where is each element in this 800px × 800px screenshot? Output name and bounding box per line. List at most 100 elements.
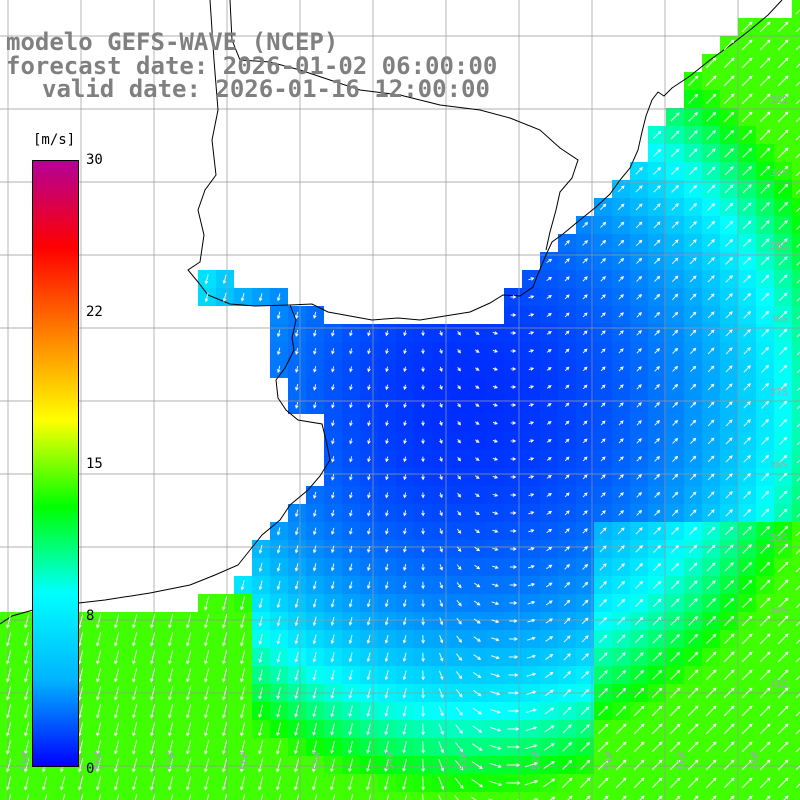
wind-arrow <box>421 617 425 626</box>
wind-arrow <box>652 130 662 140</box>
wind-arrow <box>222 274 227 285</box>
wind-cell <box>432 792 450 800</box>
wind-arrow <box>296 794 300 800</box>
wind-arrow <box>526 654 536 659</box>
wind-arrow <box>654 473 661 480</box>
wind-arrow <box>510 475 517 479</box>
wind-arrow <box>635 598 644 607</box>
wind-arrow <box>96 650 102 665</box>
wind-arrow <box>385 420 389 427</box>
wind-arrow <box>349 545 353 554</box>
wind-arrow <box>457 366 461 372</box>
wind-arrow <box>492 385 498 389</box>
wind-arrow <box>670 580 680 590</box>
wind-arrow <box>456 635 462 643</box>
wind-arrow <box>240 580 245 591</box>
wind-arrow <box>6 668 12 683</box>
wind-arrow <box>599 598 608 607</box>
wind-arrow <box>240 722 246 737</box>
wind-arrow <box>705 741 717 753</box>
wind-arrow <box>330 705 335 718</box>
wind-arrow <box>438 759 445 772</box>
wind-arrow <box>706 562 716 572</box>
wind-arrow <box>723 57 735 69</box>
colorbar <box>32 160 79 767</box>
wind-arrow <box>276 740 282 755</box>
wind-arrow <box>633 705 645 717</box>
wind-arrow <box>260 794 264 800</box>
wind-arrow <box>672 455 679 462</box>
wind-arrow <box>653 185 661 193</box>
wind-arrow <box>528 511 535 515</box>
wind-arrow <box>760 274 770 284</box>
wind-arrow <box>276 293 281 302</box>
wind-arrow <box>672 347 679 354</box>
wind-arrow <box>294 598 299 609</box>
wind-arrow <box>222 758 228 773</box>
wind-arrow <box>367 527 371 535</box>
wind-arrow <box>421 758 426 773</box>
wind-arrow <box>616 687 627 698</box>
wind-arrow <box>615 777 627 789</box>
wind-arrow <box>741 669 753 681</box>
wind-arrow <box>314 794 318 800</box>
wind-arrow <box>563 635 571 643</box>
wind-arrow <box>472 707 482 715</box>
wind-arrow <box>492 493 499 497</box>
wind-arrow <box>705 759 717 771</box>
wind-arrow <box>258 651 263 664</box>
wind-arrow <box>295 365 299 373</box>
wind-arrow <box>743 256 752 265</box>
wind-arrow <box>582 239 589 246</box>
wind-arrow <box>510 421 517 425</box>
wind-arrow <box>528 385 535 389</box>
wind-arrow <box>759 597 771 609</box>
wind-arrow <box>294 545 299 554</box>
wind-arrow <box>403 348 407 355</box>
wind-arrow <box>741 21 753 33</box>
wind-arrow <box>743 419 751 427</box>
wind-cell <box>792 126 800 144</box>
wind-arrow <box>403 330 407 337</box>
wind-arrow <box>240 650 246 665</box>
wind-arrow <box>563 653 571 661</box>
wind-cell <box>792 180 800 198</box>
wind-arrow <box>331 509 335 517</box>
wind-cell <box>630 792 648 800</box>
wind-arrow <box>348 705 353 718</box>
wind-arrow <box>528 493 535 497</box>
wind-arrow <box>294 509 299 518</box>
wind-arrow <box>222 596 228 611</box>
wind-cell <box>792 288 800 306</box>
wind-arrow <box>618 348 624 354</box>
wind-arrow <box>706 130 716 140</box>
wind-arrow <box>743 508 752 517</box>
wind-arrow <box>385 492 389 499</box>
wind-arrow <box>204 632 210 647</box>
wind-arrow <box>403 402 407 409</box>
wind-arrow <box>385 402 389 409</box>
wind-arrow <box>690 383 697 390</box>
wind-arrow <box>258 293 263 302</box>
wind-arrow <box>761 436 770 445</box>
wind-cell <box>792 450 800 468</box>
wind-arrow <box>742 220 752 230</box>
wind-arrow <box>240 632 246 647</box>
wind-arrow <box>509 637 518 641</box>
wind-arrow <box>633 741 645 753</box>
wind-arrow <box>670 148 680 158</box>
wind-arrow <box>276 616 281 627</box>
wind-arrow <box>473 654 482 660</box>
wind-arrow <box>439 510 443 517</box>
wind-arrow <box>150 632 156 647</box>
wind-arrow <box>439 402 443 408</box>
wind-arrow <box>743 490 752 499</box>
wind-arrow <box>348 687 353 699</box>
wind-arrow <box>689 509 697 517</box>
wind-arrow <box>600 330 606 336</box>
wind-arrow <box>78 758 84 773</box>
wind-arrow <box>474 493 480 497</box>
wind-arrow <box>562 742 572 752</box>
wind-arrow <box>421 635 425 644</box>
wind-arrow <box>331 491 335 499</box>
